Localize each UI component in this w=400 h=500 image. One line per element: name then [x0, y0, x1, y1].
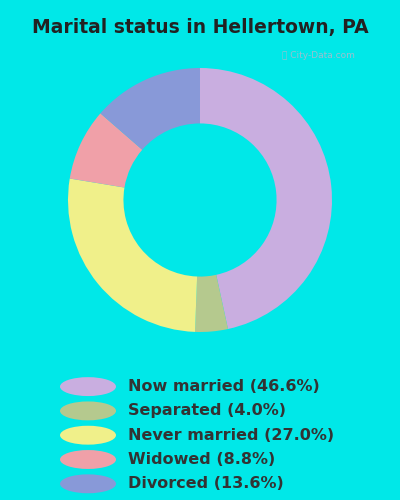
- Text: Separated (4.0%): Separated (4.0%): [128, 404, 286, 418]
- Circle shape: [60, 377, 116, 396]
- Wedge shape: [68, 178, 197, 332]
- Circle shape: [60, 450, 116, 469]
- Text: Divorced (13.6%): Divorced (13.6%): [128, 476, 284, 492]
- Circle shape: [60, 426, 116, 444]
- Text: ⓘ City-Data.com: ⓘ City-Data.com: [282, 52, 355, 60]
- Wedge shape: [200, 68, 332, 329]
- Circle shape: [60, 402, 116, 420]
- Wedge shape: [195, 275, 228, 332]
- Text: Marital status in Hellertown, PA: Marital status in Hellertown, PA: [32, 18, 368, 36]
- Circle shape: [60, 474, 116, 493]
- Wedge shape: [100, 68, 200, 150]
- Wedge shape: [70, 114, 142, 188]
- Text: Now married (46.6%): Now married (46.6%): [128, 379, 320, 394]
- Text: Widowed (8.8%): Widowed (8.8%): [128, 452, 275, 467]
- Text: Never married (27.0%): Never married (27.0%): [128, 428, 334, 442]
